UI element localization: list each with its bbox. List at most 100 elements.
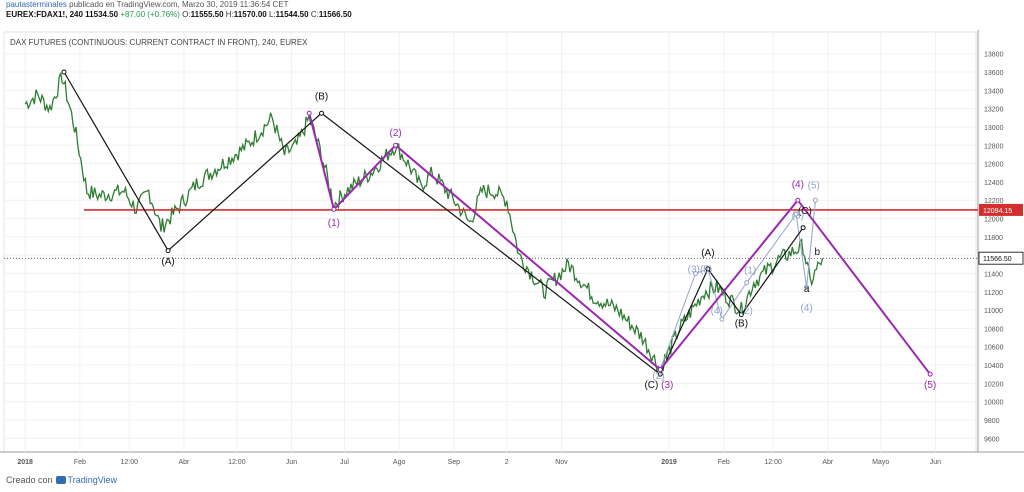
y-tick-label: 10400 [984, 363, 1004, 370]
x-tick-label: Mayo [872, 459, 889, 466]
blue-wave-line-vertex [812, 197, 818, 203]
wave-label: (2) [652, 371, 664, 382]
purple-wave-line-vertex [795, 197, 801, 203]
y-tick-label: 11200 [984, 290, 1003, 297]
y-tick-label: 9600 [984, 436, 1000, 443]
purple-wave-line-vertex [331, 206, 337, 212]
x-tick-label: 2 [505, 459, 509, 466]
wave-lines-group [61, 69, 933, 377]
blue-wave-line-vertex [719, 316, 725, 322]
price-change: +87.00 (+0.76%) [120, 10, 180, 19]
blue-wave-line-vertex [793, 211, 799, 217]
black-wave-line-vertex [319, 110, 325, 116]
wave-label: (3) [792, 211, 804, 222]
wave-label: (2) [390, 128, 402, 139]
black-wave-line-vertex [657, 371, 663, 377]
price-axis[interactable]: 9600 9800 10000 10200 10400 10600 10800 11000 11… [978, 52, 1024, 444]
chart-title: DAX FUTURES (CONTINUOUS: CURRENT CONTRAC… [10, 38, 308, 47]
y-tick-label: 10000 [984, 400, 1004, 407]
x-tick-label: 2018 [17, 459, 33, 466]
x-tick-label: Abr [822, 459, 834, 466]
open-label: O: [182, 10, 191, 19]
chart-grid [0, 30, 1024, 453]
low-label: L: [268, 10, 276, 19]
tradingview-logo-icon [55, 476, 66, 484]
price-chart[interactable]: DAX FUTURES (CONTINUOUS: CURRENT CONTRAC… [0, 30, 1024, 472]
low-value: 11544.50 [275, 10, 309, 19]
x-tick-label: Abr [178, 459, 190, 466]
wave-label: (A) [701, 248, 714, 259]
wave-label: (5) [924, 380, 936, 391]
wave-label: (A) [161, 256, 174, 267]
y-tick-label: 11800 [984, 235, 1003, 242]
x-tick-label: Feb [718, 459, 730, 466]
price-series-line[interactable] [24, 72, 824, 373]
y-tick-label: 12800 [984, 143, 1004, 150]
open-value: 11555.50 [190, 10, 224, 19]
x-tick-label: Jul [340, 459, 349, 466]
y-tick-label: 12200 [984, 198, 1004, 205]
wave-label: (3) [661, 380, 673, 391]
x-tick-label: Sep [448, 459, 461, 466]
wave-label: (3) [688, 265, 700, 276]
wave-label: (1) [328, 218, 340, 229]
wave-label: (1) [744, 265, 756, 276]
symbol-name: EUREX:FDAX1!, 240 [6, 10, 83, 19]
wave-label: (5) [808, 180, 820, 191]
high-value: 11570.00 [233, 10, 267, 19]
purple-wave-line-vertex [393, 142, 399, 148]
purple-wave-line-vertex [306, 110, 312, 116]
y-tick-label: 10800 [984, 326, 1004, 333]
black-wave-line-vertex [800, 225, 806, 231]
ohlc-low: L:11544.50 [269, 10, 309, 19]
y-tick-label: 11400 [984, 271, 1003, 278]
black-wave-line-vertex [738, 312, 744, 318]
y-tick-label: 9800 [984, 418, 1000, 425]
y-tick-label: 11000 [984, 308, 1003, 315]
tradingview-link[interactable]: TradingView [67, 475, 118, 485]
chart-header: pautasterminales publicado en TradingVie… [6, 0, 352, 20]
purple-wave-line-vertex [927, 371, 933, 377]
chart-background [0, 30, 1024, 472]
x-tick-label: 12:00 [764, 459, 782, 466]
x-tick-label: 12:00 [120, 459, 138, 466]
time-axis[interactable]: 2018 Feb 12:00 Abr 12:00 Jun Jul Ago Sep 2 Nov 2019… [17, 459, 941, 466]
resistance-price-tag [979, 203, 1023, 216]
ohlc-high: H:11570.00 [226, 10, 267, 19]
wave-label: (4) [711, 306, 723, 317]
black-wave-line-vertex [61, 69, 67, 75]
blue-wave-line-vertex [804, 284, 810, 290]
created-with-label: Creado con [6, 475, 53, 485]
purple-wave-line[interactable] [308, 112, 931, 375]
black-wave-line-vertex [165, 248, 171, 254]
y-tick-label: 13800 [984, 52, 1004, 59]
symbol-info: EUREX:FDAX1!, 240 11534.50 +87.00 (+0.76… [6, 10, 352, 20]
y-tick-label: 13400 [984, 88, 1004, 95]
y-tick-label: 10600 [984, 345, 1004, 352]
wave-label: a [804, 284, 810, 295]
y-tick-label: 13600 [984, 70, 1004, 77]
x-tick-label: Jun [286, 459, 297, 466]
author-link[interactable]: pautasterminales [6, 0, 67, 9]
wave-label: b [814, 247, 820, 258]
chart-footer: Creado con TradingView [6, 475, 117, 485]
publish-date: publicado en TradingView.com, Marzo 30, … [69, 0, 289, 9]
x-tick-label: Nov [555, 459, 568, 466]
wave-label: (B) [735, 319, 748, 330]
x-tick-label: Ago [393, 459, 406, 466]
blue-wave-line-vertex [693, 270, 699, 276]
last-price-text: 11534.50 [85, 10, 119, 19]
purple-wave-line-vertex [657, 367, 663, 373]
wave-label: (4) [801, 303, 813, 314]
high-label: H: [225, 10, 234, 19]
black-wave-line-vertex [705, 266, 711, 272]
close-value: 11566.50 [318, 10, 352, 19]
wave-labels-group: (A)(B)(C)(A)(B)(C)ba(1)(2)(3)(4)(5)(1)(2… [161, 92, 936, 391]
ohlc-close: C:11566.50 [311, 10, 352, 19]
wave-label: (2) [741, 306, 753, 317]
publish-info: pautasterminales publicado en TradingVie… [6, 0, 352, 10]
close-label: C: [310, 10, 319, 19]
y-tick-label: 12000 [984, 217, 1004, 224]
ohlc-open: O:11555.50 [182, 10, 223, 19]
wave-label: (C) [798, 206, 812, 217]
